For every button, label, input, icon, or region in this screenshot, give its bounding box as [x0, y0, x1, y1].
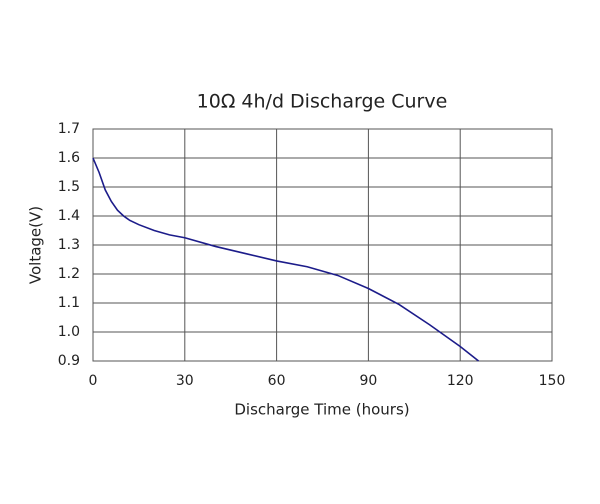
chart-title: 10Ω 4h/d Discharge Curve — [197, 91, 448, 113]
line-series — [92, 157, 480, 362]
y-tick-label: 1.3 — [58, 237, 80, 253]
y-axis-label: Voltage(V) — [27, 206, 45, 284]
y-tick-label: 1.0 — [58, 324, 80, 340]
y-tick-label: 1.4 — [58, 208, 80, 224]
y-tick-label: 1.5 — [58, 179, 80, 195]
x-tick-label: 120 — [447, 373, 474, 389]
y-tick-label: 1.1 — [58, 295, 80, 311]
x-tick-label: 90 — [359, 373, 377, 389]
x-tick-label: 0 — [89, 373, 98, 389]
x-axis-label: Discharge Time (hours) — [234, 401, 409, 419]
y-tick-label: 1.7 — [58, 121, 80, 137]
y-tick-label: 1.6 — [58, 150, 80, 166]
x-tick-label: 150 — [539, 373, 566, 389]
y-tick-label: 0.9 — [58, 353, 80, 369]
x-tick-label: 60 — [268, 373, 286, 389]
x-tick-label: 30 — [176, 373, 194, 389]
plot-frame — [92, 128, 553, 362]
y-tick-label: 1.2 — [58, 266, 80, 282]
